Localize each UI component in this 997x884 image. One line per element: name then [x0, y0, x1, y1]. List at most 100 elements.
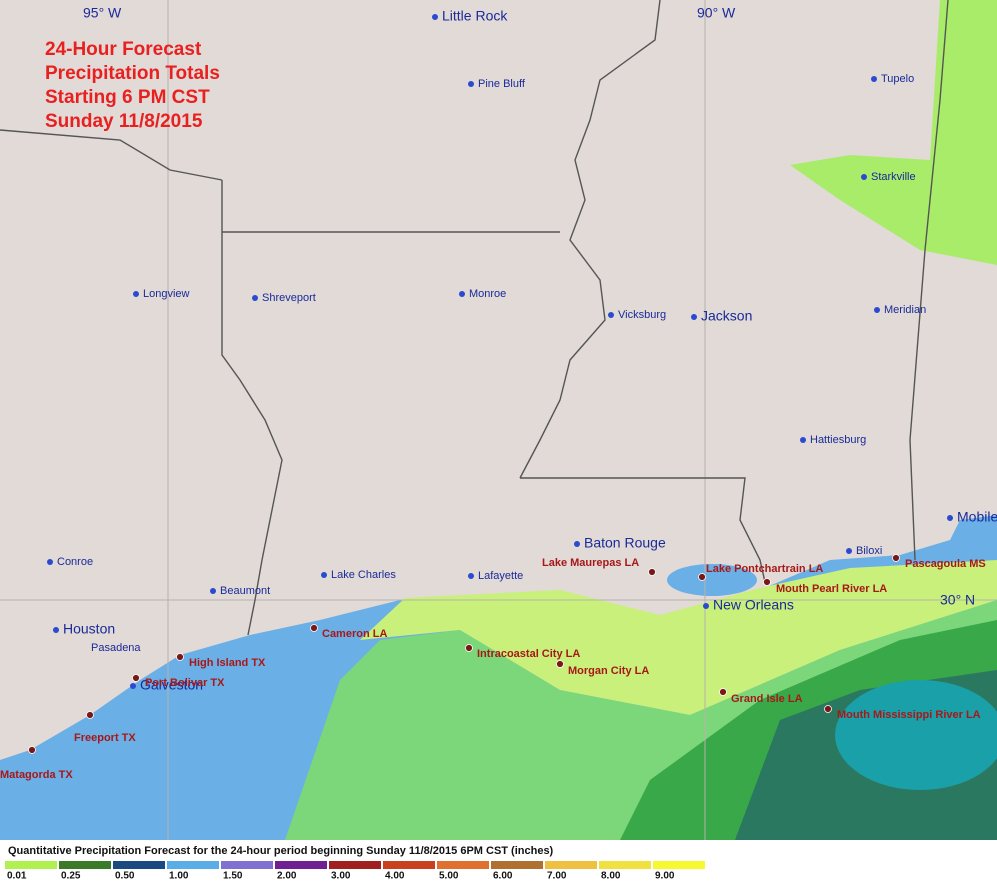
forecast-point-dot — [176, 653, 184, 661]
legend-label: 7.00 — [547, 871, 567, 882]
city-label: Houston — [63, 621, 115, 637]
forecast-point-dot — [763, 578, 771, 586]
legend-label: 2.00 — [277, 871, 297, 882]
city-label: Vicksburg — [618, 309, 666, 321]
city-label: Galveston — [140, 677, 203, 693]
border — [520, 477, 766, 583]
forecast-point-label: High Island TX — [189, 657, 266, 669]
forecast-point-label: Lake Maurepas LA — [542, 557, 639, 569]
city-label: New Orleans — [713, 597, 794, 613]
forecast-point-dot — [556, 660, 564, 668]
forecast-point-label: Lake Pontchartrain LA — [706, 563, 823, 575]
precip-lime — [360, 560, 997, 715]
city-dot — [468, 573, 474, 579]
legend-label: 0.01 — [7, 871, 27, 882]
forecast-point-dot — [310, 624, 318, 632]
forecast-point-dot — [824, 705, 832, 713]
city-dot — [133, 291, 139, 297]
map-title: Sunday 11/8/2015 — [45, 111, 203, 132]
border — [0, 129, 223, 181]
lake-pontchartrain — [667, 564, 757, 596]
legend-swatch — [599, 861, 651, 869]
city-label: Hattiesburg — [810, 434, 866, 446]
legend-label: 4.00 — [385, 871, 405, 882]
forecast-point-label: Grand Isle LA — [731, 693, 803, 705]
map-title: 24-Hour Forecast — [45, 39, 202, 60]
forecast-point-label: Intracoastal City LA — [477, 648, 580, 660]
city-dot — [703, 603, 709, 609]
forecast-point-label: Mouth Pearl River LA — [776, 583, 887, 595]
legend-label: 1.00 — [169, 871, 189, 882]
legend-swatch — [437, 861, 489, 869]
city-label: Little Rock — [442, 8, 508, 24]
legend-label: 5.00 — [439, 871, 459, 882]
city-dot — [871, 76, 877, 82]
city-dot — [874, 307, 880, 313]
forecast-point-dot — [698, 573, 706, 581]
city-dot — [846, 548, 852, 554]
forecast-point-label: Cameron LA — [322, 628, 387, 640]
longitude-label: 90° W — [697, 5, 736, 21]
legend-label: 0.25 — [61, 871, 81, 882]
legend-swatch — [167, 861, 219, 869]
city-dot — [321, 572, 327, 578]
grid — [0, 0, 997, 840]
legend-swatch — [653, 861, 705, 869]
legend-label: 8.00 — [601, 871, 621, 882]
city-dot — [574, 541, 580, 547]
city-label: Monroe — [469, 288, 506, 300]
forecast-point-dot — [719, 688, 727, 696]
city-label: Biloxi — [856, 545, 882, 557]
legend-swatch — [491, 861, 543, 869]
city-dot — [252, 295, 258, 301]
legend-swatch — [5, 861, 57, 869]
city-label: Beaumont — [220, 585, 270, 597]
city-dot — [432, 14, 438, 20]
map-title: Starting 6 PM CST — [45, 87, 210, 108]
city-label: Starkville — [871, 171, 916, 183]
city-label: Lake Charles — [331, 569, 396, 581]
city-dot — [459, 291, 465, 297]
city-label: Jackson — [701, 308, 752, 324]
city-dot — [468, 81, 474, 87]
city-label: Baton Rouge — [584, 535, 666, 551]
forecast-point-label: Pascagoula MS — [905, 558, 986, 570]
city-label: Lafayette — [478, 570, 523, 582]
forecast-point-dot — [648, 568, 656, 576]
precip-teal — [835, 680, 997, 790]
city-label: Longview — [143, 288, 190, 300]
forecast-point-dot — [86, 711, 94, 719]
border — [909, 0, 949, 561]
city-dot — [53, 627, 59, 633]
legend-title: Quantitative Precipitation Forecast for … — [8, 845, 554, 857]
ne-precip-area — [790, 0, 997, 265]
city-dot — [210, 588, 216, 594]
city-label: Meridian — [884, 304, 926, 316]
forecast-point-label: Matagorda TX — [0, 769, 73, 781]
city-dot — [800, 437, 806, 443]
legend-label: 1.50 — [223, 871, 243, 882]
forecast-point-label: Freeport TX — [74, 732, 136, 744]
city-dot — [691, 314, 697, 320]
legend-label: 9.00 — [655, 871, 675, 882]
city-label: Pasadena — [91, 642, 141, 654]
city-dot — [130, 683, 136, 689]
forecast-point-dot — [892, 554, 900, 562]
forecast-point-label: Port Bolivar TX — [145, 677, 225, 689]
legend-label: 0.50 — [115, 871, 135, 882]
latitude-label: 30° N — [940, 592, 975, 608]
forecast-point-label: Morgan City LA — [568, 665, 649, 677]
city-label: Shreveport — [262, 292, 316, 304]
longitude-label: 95° W — [83, 5, 122, 21]
border — [221, 180, 283, 636]
river — [519, 0, 661, 479]
forecast-point-label: Mouth Mississippi River LA — [837, 709, 981, 721]
forecast-point-dot — [465, 644, 473, 652]
legend-swatch — [383, 861, 435, 869]
city-label: Tupelo — [881, 73, 914, 85]
city-dot — [608, 312, 614, 318]
forecast-point-dot — [28, 746, 36, 754]
legend-swatch — [545, 861, 597, 869]
